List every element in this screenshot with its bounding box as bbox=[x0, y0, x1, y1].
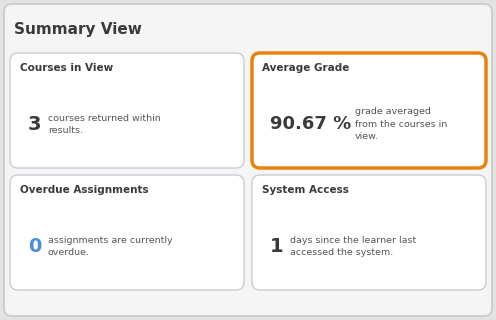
Text: assignments are currently
overdue.: assignments are currently overdue. bbox=[48, 236, 173, 257]
Text: Summary View: Summary View bbox=[14, 22, 142, 37]
FancyBboxPatch shape bbox=[10, 53, 244, 168]
Text: 1: 1 bbox=[270, 237, 284, 256]
Text: 90.67 %: 90.67 % bbox=[270, 115, 351, 133]
FancyBboxPatch shape bbox=[4, 4, 492, 316]
Text: days since the learner last
accessed the system.: days since the learner last accessed the… bbox=[290, 236, 416, 257]
Text: 0: 0 bbox=[28, 237, 41, 256]
Text: grade averaged
from the courses in
view.: grade averaged from the courses in view. bbox=[355, 107, 447, 141]
FancyBboxPatch shape bbox=[252, 175, 486, 290]
Text: Average Grade: Average Grade bbox=[262, 63, 349, 73]
Text: System Access: System Access bbox=[262, 185, 349, 195]
Text: Courses in View: Courses in View bbox=[20, 63, 113, 73]
Text: courses returned within
results.: courses returned within results. bbox=[48, 114, 161, 135]
Text: Overdue Assignments: Overdue Assignments bbox=[20, 185, 149, 195]
FancyBboxPatch shape bbox=[10, 175, 244, 290]
FancyBboxPatch shape bbox=[252, 53, 486, 168]
Text: 3: 3 bbox=[28, 115, 42, 134]
